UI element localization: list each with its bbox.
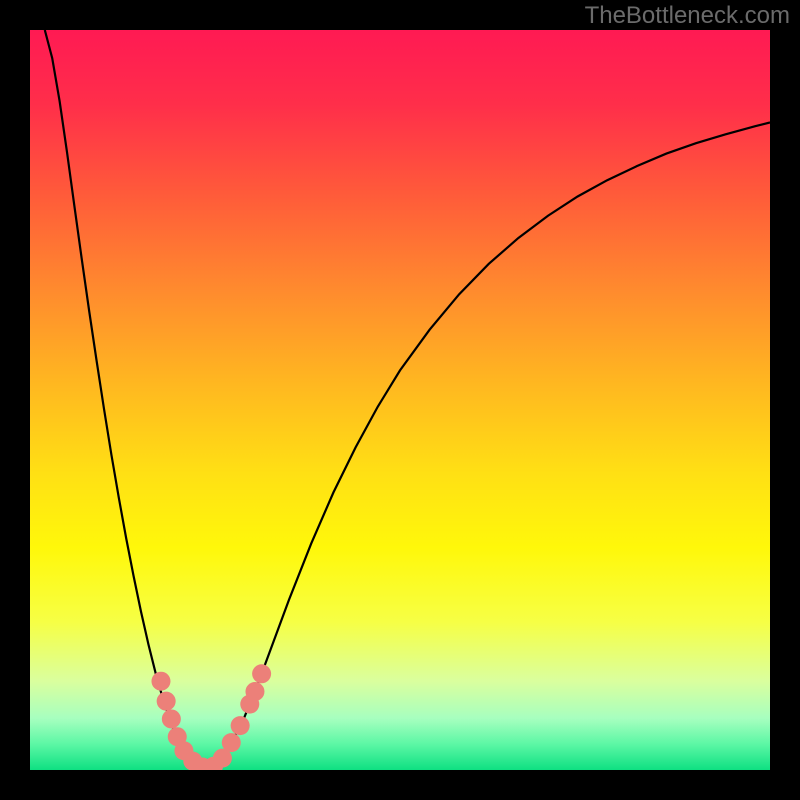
marker-dot <box>222 733 241 752</box>
chart-svg <box>30 30 770 770</box>
marker-dot <box>151 672 170 691</box>
marker-dot <box>252 664 271 683</box>
chart-background <box>30 30 770 770</box>
marker-dot <box>245 682 264 701</box>
watermark-text: TheBottleneck.com <box>585 2 790 30</box>
marker-dot <box>231 716 250 735</box>
chart-plot-area <box>30 30 770 770</box>
marker-dot <box>157 692 176 711</box>
marker-dot <box>162 709 181 728</box>
